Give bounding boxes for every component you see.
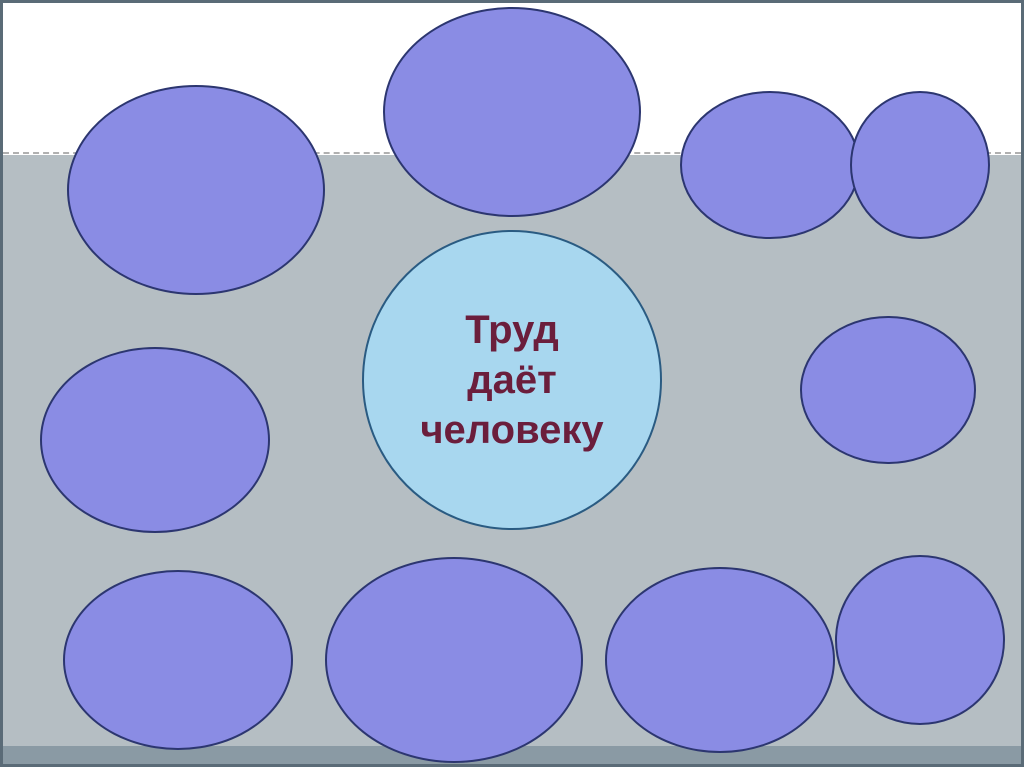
center-title: Труддаётчеловеку (420, 305, 603, 455)
satellite-ellipse (67, 85, 325, 295)
satellite-ellipse (605, 567, 835, 753)
diagram-canvas: Труддаётчеловеку (0, 0, 1024, 767)
satellite-ellipse (383, 7, 641, 217)
satellite-ellipse (680, 91, 860, 239)
satellite-ellipse (40, 347, 270, 533)
satellite-ellipse (835, 555, 1005, 725)
satellite-ellipse (850, 91, 990, 239)
satellite-ellipse (63, 570, 293, 750)
satellite-ellipse (800, 316, 976, 464)
satellite-ellipse (325, 557, 583, 763)
center-circle: Труддаётчеловеку (362, 230, 662, 530)
